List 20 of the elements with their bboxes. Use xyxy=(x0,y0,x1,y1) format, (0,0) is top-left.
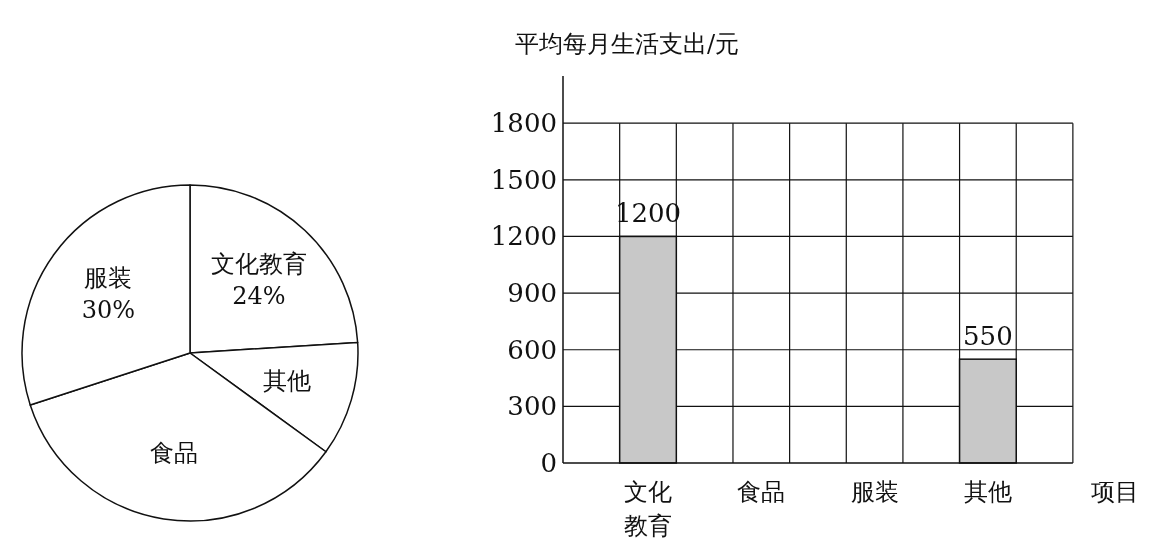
slice-label: 文化教育 xyxy=(211,249,307,278)
y-tick-label: 600 xyxy=(507,334,557,365)
x-axis-title: 项目 xyxy=(1091,478,1139,506)
slice-label: 食品 xyxy=(150,438,199,467)
x-tick-label: 文化教育 xyxy=(624,478,672,540)
y-tick-label: 300 xyxy=(507,391,557,422)
data-label: 550 xyxy=(963,321,1013,352)
y-axis-title: 平均每月生活支出/元 xyxy=(515,30,740,58)
y-tick-label: 1800 xyxy=(490,108,557,139)
x-tick-label: 食品 xyxy=(737,478,786,506)
slice-label: 服装 xyxy=(84,263,133,292)
y-tick-label: 1500 xyxy=(490,164,557,195)
y-tick-label: 1200 xyxy=(490,221,557,252)
y-tick-label: 0 xyxy=(540,448,557,478)
data-label: 30% xyxy=(81,295,136,324)
x-tick-label: 服装 xyxy=(850,478,899,506)
slice-label: 其他 xyxy=(262,367,311,396)
y-tick-label: 900 xyxy=(507,278,557,309)
data-label: 24% xyxy=(232,281,286,310)
x-tick-label: 其他 xyxy=(963,478,1012,506)
